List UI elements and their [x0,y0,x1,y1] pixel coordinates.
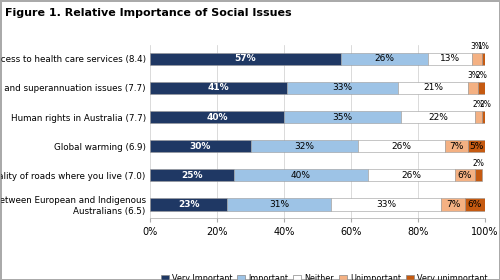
Bar [482,53,485,65]
Bar [331,198,442,211]
Bar [341,53,428,65]
Bar [472,53,482,65]
Bar [468,140,485,152]
Text: 5%: 5% [470,142,484,151]
Text: 40%: 40% [291,171,311,180]
Bar [150,169,234,181]
Text: 22%: 22% [428,113,448,122]
Bar [358,140,445,152]
Bar [465,198,485,211]
Text: 6%: 6% [458,171,472,180]
Legend: Very Important, Important, Neither, Unimportant, Very unimportant: Very Important, Important, Neither, Unim… [158,271,491,280]
Text: 7%: 7% [450,142,464,151]
Text: 3%: 3% [470,42,482,51]
Bar [227,198,331,211]
Text: 26%: 26% [391,142,411,151]
Text: 1%: 1% [478,42,490,51]
Text: 35%: 35% [332,113,352,122]
Bar [150,53,341,65]
Text: 6%: 6% [468,200,482,209]
Bar [150,198,227,211]
Bar [150,111,284,123]
Bar [475,169,482,181]
Bar [398,82,468,94]
Bar [150,140,250,152]
Bar [401,111,475,123]
Bar [368,169,455,181]
Text: 26%: 26% [402,171,421,180]
Bar [442,198,465,211]
Text: 33%: 33% [376,200,396,209]
Bar [150,82,288,94]
Text: 26%: 26% [374,54,394,63]
Text: 7%: 7% [446,200,460,209]
Bar [475,111,482,123]
Bar [468,82,478,94]
Bar [250,140,358,152]
Bar [455,169,475,181]
Text: 21%: 21% [423,83,443,92]
Text: 13%: 13% [440,54,460,63]
Text: Figure 1. Relative Importance of Social Issues: Figure 1. Relative Importance of Social … [5,8,292,18]
Text: 41%: 41% [208,83,230,92]
Text: 23%: 23% [178,200,200,209]
Text: 33%: 33% [332,83,352,92]
Bar [284,111,401,123]
Bar [478,82,485,94]
Text: 32%: 32% [294,142,314,151]
Bar [428,53,472,65]
Text: 31%: 31% [269,200,289,209]
Bar [445,140,468,152]
Text: 57%: 57% [234,54,256,63]
Text: 25%: 25% [181,171,203,180]
Bar [288,82,398,94]
Text: 2%: 2% [479,101,491,109]
Text: 2%: 2% [476,71,488,80]
Bar [482,111,488,123]
Bar [234,169,368,181]
Text: 40%: 40% [206,113,228,122]
Text: 30%: 30% [190,142,211,151]
Text: 3%: 3% [468,71,479,80]
Text: 2%: 2% [472,101,484,109]
Text: 2%: 2% [472,159,484,168]
